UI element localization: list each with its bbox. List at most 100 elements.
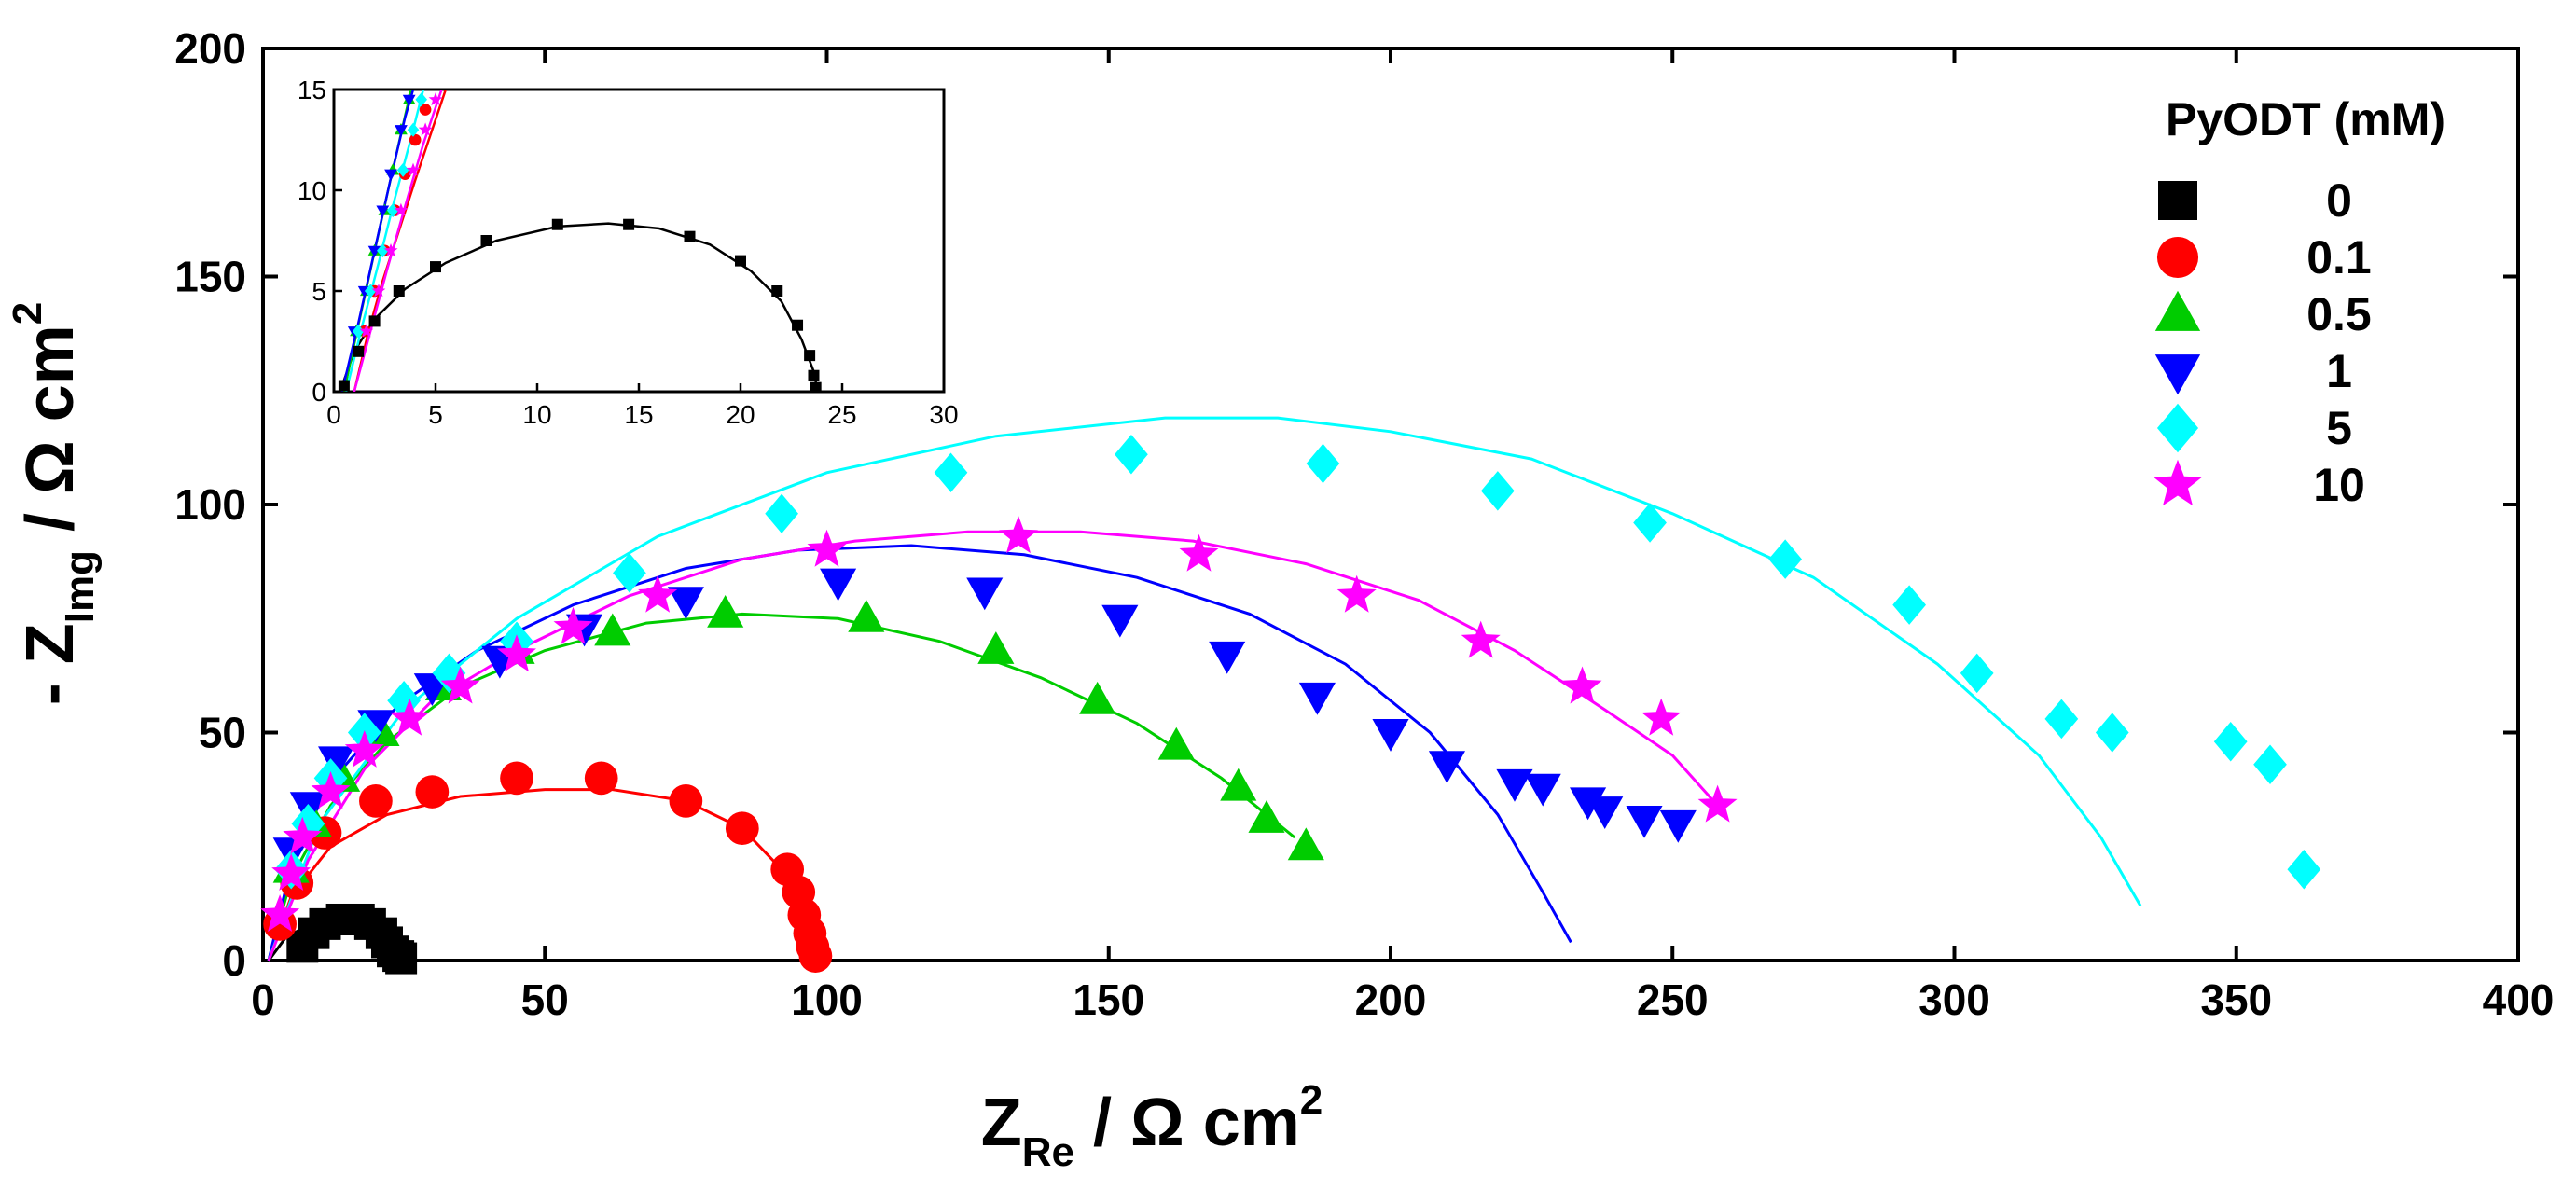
data-point-1 [1372,719,1409,752]
legend-marker-1 [2154,354,2201,395]
legend-label-0: 0 [2326,174,2352,227]
data-point-1 [966,577,1004,611]
data-point-5 [2095,713,2129,753]
inset-x-tick-label: 15 [624,400,653,429]
inset-data-point-0 [480,235,492,246]
data-point-5 [1960,653,1994,694]
inset-data-point-10 [359,324,374,338]
x-axis-label: ZRe / Ω cm2 [981,1077,1323,1175]
inset-data-point-1 [367,245,381,257]
data-point-5 [613,553,646,593]
data-point-5 [2287,849,2321,890]
data-point-10 [638,574,678,613]
inset-data-point-5 [364,284,377,298]
inset-y-tick-label: 10 [298,176,326,205]
inset-data-point-0 [684,230,696,242]
inset-data-point-10 [428,92,443,106]
data-point-1 [1209,641,1246,674]
legend-entry-0: 0 [2158,174,2352,227]
inset-series-area [338,90,822,392]
inset-data-point-0 [353,345,365,357]
inset-y-tick-label: 0 [312,378,326,407]
svg-text:- ZImg / Ω cm2: - ZImg / Ω cm2 [5,302,103,706]
inset-data-point-1 [395,125,408,137]
data-point-5 [1306,443,1340,484]
inset-data-point-10 [406,162,421,176]
legend-entry-5: 5 [2156,402,2352,454]
x-tick-label: 350 [2200,976,2272,1024]
data-point-1 [1570,787,1607,821]
inset-x-tick-label: 25 [827,400,856,429]
x-tick-label: 50 [521,976,569,1024]
data-point-1 [1626,805,1663,838]
legend-label-10: 10 [2313,459,2365,511]
data-point-0.5 [1248,800,1285,833]
inset-data-point-5 [407,122,420,137]
legend-marker-0 [2158,181,2197,220]
legend-label-1: 1 [2326,345,2352,397]
data-point-0.1 [584,761,618,796]
inset-data-point-5 [377,243,389,258]
data-point-1 [1659,809,1697,843]
svg-text:ZRe / Ω cm2: ZRe / Ω cm2 [981,1077,1323,1175]
data-point-10 [260,894,300,932]
data-point-5 [765,493,798,534]
y-tick-label: 100 [174,480,246,529]
data-point-10 [1562,666,1602,704]
data-point-5 [1633,503,1667,543]
y-axis-label: - ZImg / Ω cm2 [5,302,103,706]
data-point-0.5 [594,613,631,646]
inset-data-point-10 [371,284,386,298]
data-point-10 [1697,784,1738,823]
data-point-5 [1481,471,1515,511]
data-point-0.5 [1220,768,1257,801]
data-point-1 [1298,682,1336,715]
x-tick-label: 300 [1918,976,1990,1024]
inset-data-point-0 [338,380,350,392]
inset-data-point-5 [415,92,428,107]
inset-data-point-0.1 [409,133,422,146]
inset-data-point-10 [383,243,398,257]
data-point-5 [1768,539,1802,579]
inset-data-point-0 [804,350,816,362]
inset-data-point-5 [386,203,399,218]
inset-data-point-5 [352,324,365,339]
y-tick-label: 50 [199,709,246,757]
data-point-0.1 [798,939,833,973]
data-point-10 [553,606,593,644]
data-point-10 [311,771,351,809]
legend-title: PyODT (mM) [2166,93,2445,145]
data-point-10 [807,529,847,567]
legend-label-0.5: 0.5 [2306,288,2372,340]
data-point-1 [1101,604,1139,638]
inset-x-tick-label: 30 [929,400,958,429]
x-tick-label: 100 [791,976,863,1024]
legend-marker-10 [2154,459,2202,506]
data-point-10 [1641,698,1682,736]
data-point-0.1 [500,761,533,796]
inset-data-point-0 [551,218,563,230]
inset-x-tick-label: 0 [326,400,341,429]
y-tick-label: 0 [222,936,246,985]
data-point-5 [432,653,466,694]
data-point-10 [999,516,1038,554]
data-point-0 [385,942,418,975]
data-point-1 [1586,796,1624,830]
inset-data-point-0 [810,381,822,392]
legend-entry-0.1: 0.1 [2156,231,2372,284]
data-point-0.1 [669,784,703,818]
inset-frame [332,88,946,394]
inset-data-point-0 [393,285,405,297]
data-point-5 [2253,744,2287,784]
data-point-0.5 [707,594,744,628]
data-point-10 [1461,620,1501,658]
inset-y-tick-label: 15 [298,76,326,104]
data-point-5 [934,452,968,493]
legend-label-0.1: 0.1 [2306,231,2372,284]
inset-x-tick-label: 20 [726,400,755,429]
legend-marker-5 [2156,403,2199,453]
data-point-10 [497,634,536,672]
data-point-1 [1428,751,1465,784]
legend-marker-0.5 [2154,290,2201,331]
legend-entry-10: 10 [2154,459,2365,511]
